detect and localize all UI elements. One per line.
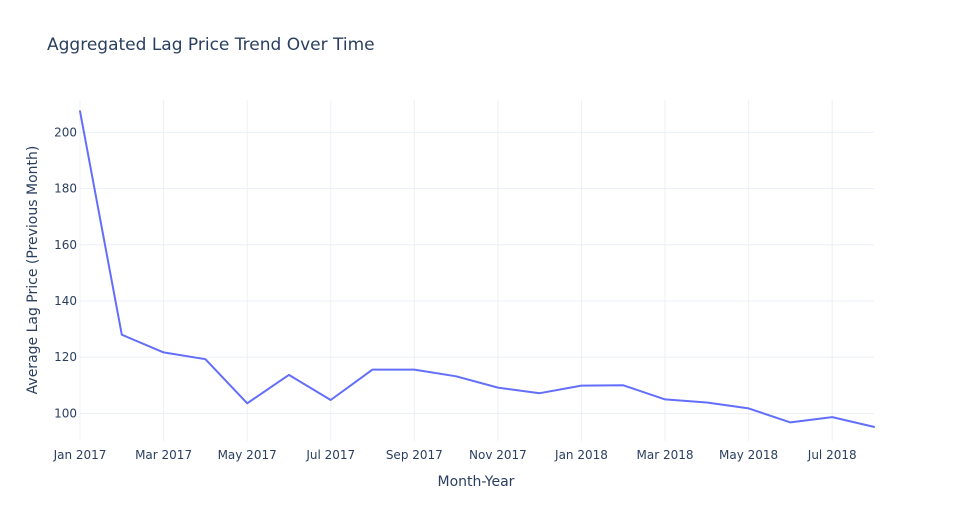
x-tick-label: May 2017 <box>218 448 277 462</box>
x-tick-label: Nov 2017 <box>469 448 527 462</box>
y-tick-label: 160 <box>54 238 77 252</box>
x-tick-labels: Jan 2017 Mar 2017 May 2017 Jul 2017 Sep 2017… <box>53 448 857 462</box>
x-gridlines <box>79 100 833 441</box>
y-tick-labels: 100 120 140 160 180 200 <box>54 125 77 420</box>
y-tick-label: 180 <box>54 182 77 196</box>
x-tick-label: Jul 2017 <box>305 448 355 462</box>
x-tick-label: Sep 2017 <box>386 448 443 462</box>
x-tick-label: Mar 2018 <box>637 448 694 462</box>
x-tick-label: Mar 2017 <box>135 448 192 462</box>
x-tick-label: May 2018 <box>719 448 778 462</box>
y-tick-label: 100 <box>54 406 77 420</box>
y-tick-label: 200 <box>54 125 77 139</box>
x-tick-label: Jan 2017 <box>53 448 107 462</box>
y-tick-label: 120 <box>54 350 77 364</box>
x-tick-label: Jul 2018 <box>807 448 857 462</box>
series-layer <box>79 110 875 428</box>
y-gridlines <box>80 131 874 414</box>
x-axis-title: Month-Year <box>438 474 515 490</box>
y-axis-title: Average Lag Price (Previous Month) <box>25 146 41 395</box>
series-line <box>79 110 875 428</box>
chart-title: Aggregated Lag Price Trend Over Time <box>47 35 375 55</box>
x-tick-label: Jan 2018 <box>554 448 608 462</box>
y-tick-label: 140 <box>54 294 77 308</box>
